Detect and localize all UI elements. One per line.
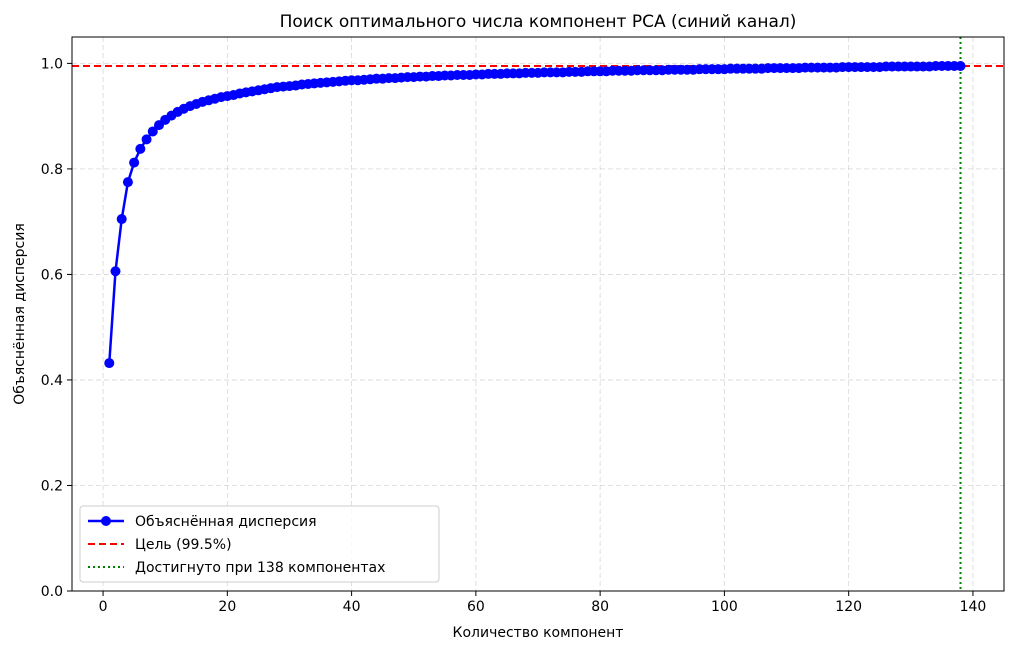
y-tick-label: 1.0 <box>41 56 63 72</box>
legend-entry: Достигнуто при 138 компонентах <box>88 560 385 576</box>
data-point <box>955 61 966 72</box>
legend-label: Достигнуто при 138 компонентах <box>135 560 385 576</box>
legend: Объяснённая дисперсия Цель (99.5%) Достигн… <box>79 505 440 583</box>
series-layer <box>104 61 966 369</box>
data-point <box>147 126 158 137</box>
legend-entry: Цель (99.5%) <box>88 537 232 553</box>
y-tick-label: 0.8 <box>41 162 63 178</box>
data-point <box>122 177 133 188</box>
data-point <box>135 143 146 154</box>
x-tick-label: 120 <box>835 599 862 615</box>
plot-frame <box>71 36 1005 592</box>
legend-entry: Объяснённая дисперсия <box>88 514 317 530</box>
legend-label: Объяснённая дисперсия <box>135 514 317 530</box>
grid <box>72 37 1004 592</box>
x-tick-label: 140 <box>960 599 987 615</box>
data-point <box>116 214 127 225</box>
data-point <box>141 134 152 145</box>
x-tick-label: 0 <box>99 599 108 615</box>
x-axis-label: Количество компонент <box>453 625 624 641</box>
y-tick-label: 0.4 <box>41 373 63 389</box>
x-tick-label: 20 <box>218 599 236 615</box>
x-tick-label: 80 <box>591 599 609 615</box>
chart-title: Поиск оптимального числа компонент PCA (… <box>280 12 797 32</box>
axes: 0 20 40 60 80 100 120 140 0.0 0.2 0.4 0.6 0.8 1.0 <box>41 36 1005 615</box>
legend-box <box>79 505 440 583</box>
data-point <box>129 157 140 168</box>
y-tick-label: 0.6 <box>41 267 63 283</box>
legend-label: Цель (99.5%) <box>135 537 232 553</box>
legend-swatch-marker <box>101 516 111 526</box>
data-point <box>110 266 121 277</box>
x-tick-label: 60 <box>467 599 485 615</box>
y-axis-label: Объяснённая дисперсия <box>12 223 28 405</box>
x-tick-label: 40 <box>343 599 361 615</box>
y-tick-label: 0.0 <box>41 584 63 600</box>
x-tick-label: 100 <box>711 599 738 615</box>
data-point <box>104 358 115 369</box>
y-tick-label: 0.2 <box>41 478 63 494</box>
